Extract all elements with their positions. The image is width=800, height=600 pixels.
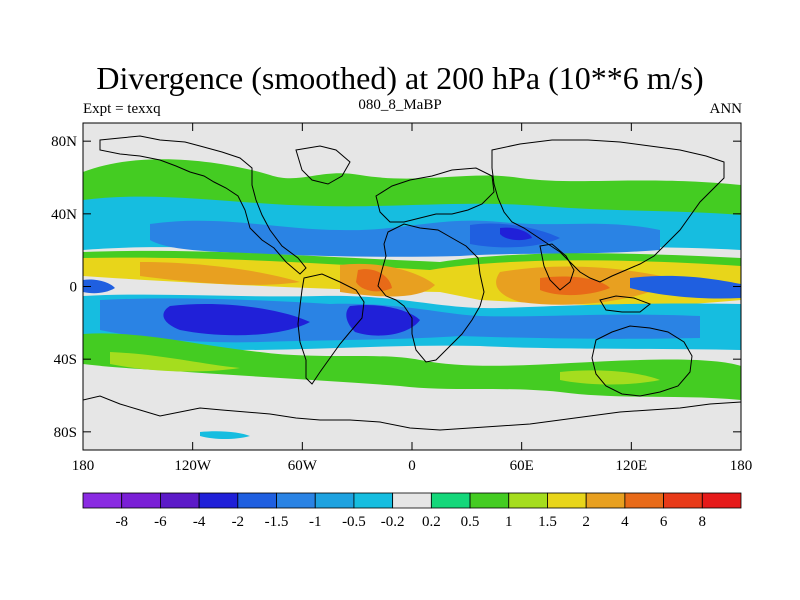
contour-nh-deepblue bbox=[500, 227, 532, 241]
contour-sh-deepblue bbox=[163, 303, 420, 336]
season-label: ANN bbox=[709, 101, 743, 117]
coast-europe bbox=[375, 167, 495, 223]
lon-tick-label: 120E bbox=[615, 458, 647, 474]
colorbar-swatch bbox=[237, 492, 277, 509]
lat-tick-label: 80N bbox=[51, 134, 77, 150]
coast-africa bbox=[377, 223, 485, 363]
colorbar-swatch bbox=[276, 492, 316, 509]
colorbar-swatch bbox=[701, 492, 742, 509]
colorbar: -8 -6 -4 -2 -1.5 -1 -0.5 -0.2 0.2 0.5 1 1.5 2 4 6 8 bbox=[82, 492, 742, 530]
lat-tick-label: 0 bbox=[70, 280, 78, 296]
lat-tick-label: 40N bbox=[51, 207, 77, 223]
colorbar-swatch bbox=[121, 492, 161, 509]
contour-sh-yellow bbox=[110, 352, 660, 385]
colorbar-label: 2 bbox=[582, 514, 590, 530]
colorbar-label: -8 bbox=[115, 514, 128, 530]
period-label: 080_8_MaBP bbox=[358, 97, 442, 113]
colorbar-label: 0.5 bbox=[461, 514, 480, 530]
coast-india bbox=[539, 243, 575, 291]
colorbar-swatch bbox=[585, 492, 626, 509]
colorbar-label: -0.5 bbox=[342, 514, 366, 530]
colorbar-swatch bbox=[353, 492, 394, 509]
coast-asia bbox=[491, 139, 725, 283]
coast-greenland bbox=[295, 145, 351, 185]
lat-tick-label: 80S bbox=[54, 425, 77, 441]
experiment-label: Expt = texxq bbox=[83, 101, 161, 117]
coast-maritime bbox=[599, 295, 651, 313]
colorbar-label: -1.5 bbox=[265, 514, 289, 530]
colorbar-label: 8 bbox=[699, 514, 707, 530]
lon-tick-label: 0 bbox=[408, 458, 416, 474]
colorbar-swatch bbox=[392, 492, 432, 509]
lon-tick-label: 180 bbox=[730, 458, 753, 474]
colorbar-label: -6 bbox=[154, 514, 167, 530]
colorbar-swatch bbox=[82, 492, 123, 509]
colorbar-swatch bbox=[663, 492, 703, 509]
lon-tick-label: 60E bbox=[510, 458, 534, 474]
contour-eq-red bbox=[356, 269, 610, 296]
longitude-axis: 180 120W 60W 0 60E 120E 180 bbox=[72, 123, 753, 474]
colorbar-label: 1 bbox=[505, 514, 513, 530]
colorbar-swatch bbox=[508, 492, 548, 509]
colorbar-label: -4 bbox=[193, 514, 206, 530]
colorbar-label: -1 bbox=[309, 514, 322, 530]
lat-tick-label: 40S bbox=[54, 352, 77, 368]
colorbar-swatch bbox=[469, 492, 510, 509]
colorbar-swatch bbox=[314, 492, 355, 509]
plot-title: Divergence (smoothed) at 200 hPa (10**6 … bbox=[96, 60, 704, 96]
contour-eq-blue bbox=[83, 275, 741, 299]
coast-south-america bbox=[297, 273, 365, 385]
coast-australia bbox=[591, 325, 693, 397]
contour-antarctic-cyan bbox=[200, 431, 250, 439]
lon-tick-label: 180 bbox=[72, 458, 95, 474]
coastlines bbox=[83, 135, 741, 431]
colorbar-swatch bbox=[160, 492, 200, 509]
colorbar-label: 1.5 bbox=[538, 514, 557, 530]
coast-antarctica bbox=[83, 395, 741, 431]
colorbar-label: 0.2 bbox=[422, 514, 441, 530]
colorbar-swatch bbox=[198, 492, 239, 509]
colorbar-swatch bbox=[547, 492, 587, 509]
lon-tick-label: 120W bbox=[174, 458, 212, 474]
colorbar-swatch bbox=[430, 492, 471, 509]
colorbar-label: -2 bbox=[232, 514, 245, 530]
colorbar-swatch bbox=[624, 492, 664, 509]
colorbar-label: 6 bbox=[660, 514, 668, 530]
lon-tick-label: 60W bbox=[288, 458, 318, 474]
latitude-axis: 80N 40N 0 40S 80S bbox=[51, 134, 741, 441]
coast-north-america bbox=[99, 135, 307, 275]
contour-eq-orange bbox=[140, 262, 680, 305]
colorbar-label: 4 bbox=[621, 514, 629, 530]
contour-sh-green bbox=[83, 333, 741, 400]
colorbar-label: -0.2 bbox=[381, 514, 405, 530]
